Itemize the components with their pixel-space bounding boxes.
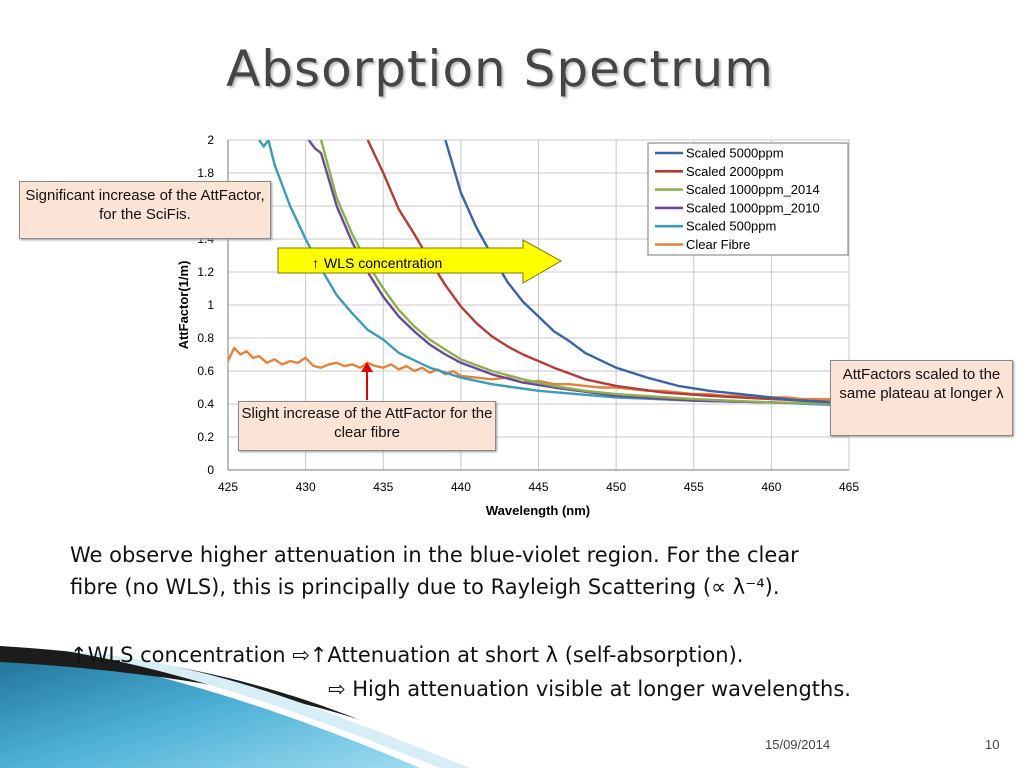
x-tick-label: 450: [606, 480, 626, 494]
body-line-3b: Attenuation at short λ (self-absorption)…: [327, 643, 744, 667]
x-tick-label: 455: [684, 480, 704, 494]
up-arrow-icon: ↑: [70, 643, 88, 667]
y-tick-label: 0.4: [197, 397, 214, 411]
chart-ticks: 425 430 435 440 445 450 455 460 465 0 0.2 0.4 0.6 0.8…: [197, 133, 859, 494]
series-line-500: [258, 140, 849, 407]
body-line-3a: WLS concentration ⇨: [87, 643, 310, 667]
clear-fibre-pointer-arrow: [361, 362, 373, 400]
up-arrow-icon: ↑: [309, 643, 328, 667]
slide-page-number: 10: [985, 737, 1000, 752]
chart-legend: Scaled 5000ppm Scaled 2000ppm Scaled 1000p…: [647, 142, 849, 256]
plateau-callout-text: AttFactors scaled to the same plateau at…: [839, 366, 1004, 402]
body-line-3: ↑WLS concentration ⇨↑Attenuation at shor…: [70, 640, 743, 671]
y-tick-label: 0.6: [197, 364, 214, 378]
series-line-2000: [366, 140, 849, 404]
x-tick-label: 460: [761, 480, 781, 494]
x-tick-label: 445: [528, 480, 548, 494]
legend-entry-clear: Clear Fibre: [686, 237, 750, 252]
clear-fibre-callout-text: Slight increase of the AttFactor for the…: [241, 405, 493, 441]
y-tick-label: 0.8: [197, 331, 214, 345]
x-tick-label: 435: [373, 480, 393, 494]
slide-title: Absorption Spectrum: [226, 40, 774, 98]
body-line-4: ⇨ High attenuation visible at longer wav…: [328, 677, 851, 701]
series-line-1000_2010: [307, 140, 849, 406]
scifi-callout: Significant increase of the AttFactor, f…: [19, 181, 271, 239]
y-tick-label: 2: [207, 133, 214, 147]
wls-arrow-label: WLS concentration: [324, 255, 442, 271]
body-line-2: fibre (no WLS), this is principally due …: [70, 575, 780, 599]
y-tick-label: 0.2: [197, 430, 214, 444]
legend-entry-2000: Scaled 2000ppm: [686, 164, 784, 179]
wls-concentration-arrow: ↑ WLS concentration: [277, 239, 563, 284]
legend-entry-500: Scaled 500ppm: [686, 219, 776, 234]
x-tick-label: 430: [296, 480, 316, 494]
x-tick-label: 440: [451, 480, 471, 494]
y-axis-label: AttFactor(1/m): [176, 261, 191, 350]
clear-fibre-callout: Slight increase of the AttFactor for the…: [238, 401, 496, 451]
wls-up-arrow-glyph: ↑: [312, 255, 319, 271]
y-tick-label: 1.8: [197, 166, 214, 180]
legend-entry-1000_2014: Scaled 1000ppm_2014: [686, 182, 820, 197]
legend-entry-1000_2010: Scaled 1000ppm_2010: [686, 200, 820, 215]
y-tick-label: 0: [207, 463, 214, 477]
scifi-callout-text: Significant increase of the AttFactor, f…: [25, 187, 265, 223]
legend-entry-5000: Scaled 5000ppm: [686, 146, 784, 161]
slide-date: 15/09/2014: [765, 737, 831, 752]
x-tick-label: 425: [218, 480, 238, 494]
body-line-1: We observe higher attenuation in the blu…: [70, 543, 799, 567]
x-axis-label: Wavelength (nm): [486, 503, 590, 518]
x-tick-label: 465: [839, 480, 859, 494]
y-tick-label: 1: [207, 298, 214, 312]
y-tick-label: 1.2: [197, 265, 214, 279]
plateau-callout: AttFactors scaled to the same plateau at…: [830, 360, 1013, 436]
